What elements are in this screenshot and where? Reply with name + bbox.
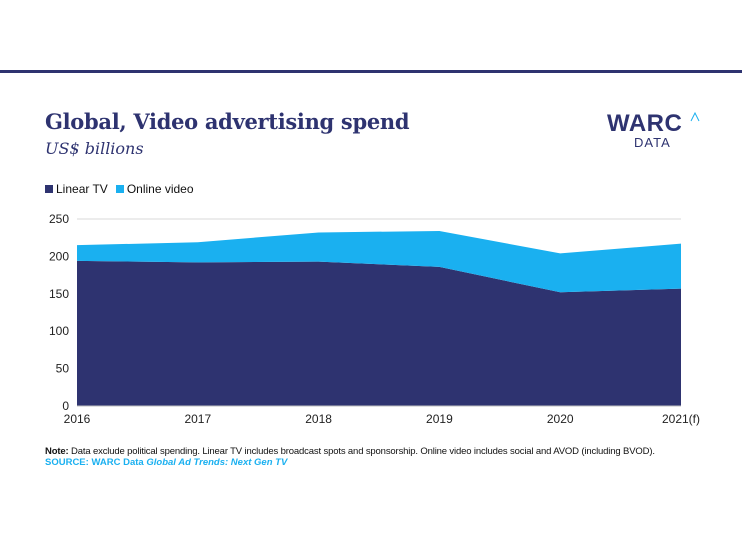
warc-logo: WARC DATA bbox=[607, 110, 702, 152]
logo-mark-icon bbox=[690, 112, 700, 122]
legend-item-online-video: Online video bbox=[115, 182, 194, 196]
y-tick-label-100: 100 bbox=[49, 324, 69, 338]
source-text: WARC Data bbox=[88, 457, 147, 468]
y-tick-label-50: 50 bbox=[56, 362, 70, 376]
y-tick-label-0: 0 bbox=[62, 399, 69, 413]
source-line: SOURCE: WARC Data Global Ad Trends: Next… bbox=[45, 457, 287, 468]
top-rule bbox=[0, 70, 742, 73]
x-tick-label-2020: 2020 bbox=[547, 412, 574, 426]
legend-label-online-video: Online video bbox=[126, 182, 194, 196]
source-label: SOURCE: bbox=[45, 457, 89, 468]
x-tick-label-2019: 2019 bbox=[426, 412, 453, 426]
legend-swatch-online-video bbox=[115, 185, 124, 193]
area-online-video bbox=[77, 230, 681, 293]
chart-legend: Linear TV Online video bbox=[45, 182, 202, 196]
note-label: Note: bbox=[45, 446, 69, 457]
legend-item-linear-tv: Linear TV bbox=[45, 182, 108, 196]
y-tick-label-200: 200 bbox=[49, 249, 69, 263]
note-text: Data exclude political spending. Linear … bbox=[68, 446, 655, 457]
footnote: Note: Data exclude political spending. L… bbox=[45, 446, 655, 457]
logo-sub-text: DATA bbox=[634, 135, 671, 150]
legend-label-linear-tv: Linear TV bbox=[56, 182, 108, 196]
chart-subtitle: US$ billions bbox=[45, 139, 144, 158]
area-chart: 0 50 100 150 200 250 2016 2017 2018 2019 2020 2021(… bbox=[49, 212, 700, 426]
legend-swatch-linear-tv bbox=[45, 185, 53, 193]
y-tick-label-150: 150 bbox=[49, 287, 69, 301]
logo-main-text: WARC bbox=[607, 110, 683, 137]
area-linear-tv bbox=[77, 260, 681, 406]
x-tick-label-2018: 2018 bbox=[305, 412, 332, 426]
source-title: Global Ad Trends: Next Gen TV bbox=[146, 457, 288, 468]
x-tick-label-2021(f): 2021(f) bbox=[662, 412, 700, 426]
chart-title: Global, Video advertising spend bbox=[45, 109, 410, 134]
x-tick-label-2016: 2016 bbox=[64, 412, 91, 426]
y-tick-label-250: 250 bbox=[49, 212, 69, 226]
x-tick-label-2017: 2017 bbox=[184, 412, 211, 426]
